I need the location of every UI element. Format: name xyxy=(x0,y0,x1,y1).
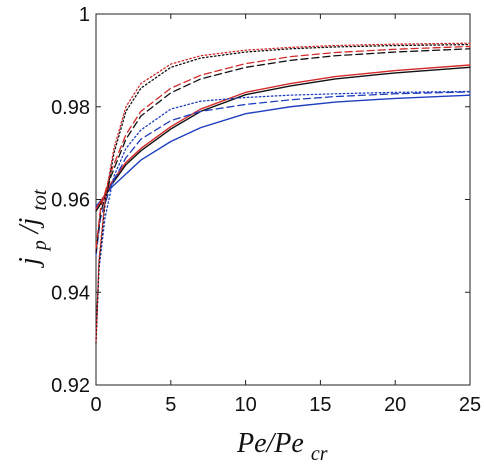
y-tick-label: 0.94 xyxy=(51,282,90,304)
y-axis-label-separator: /j xyxy=(14,217,45,235)
series-line-dotted xyxy=(95,43,471,344)
series-line-solid xyxy=(95,64,471,210)
x-tick-label: 5 xyxy=(165,394,176,416)
series-layer xyxy=(95,42,471,344)
y-tick-label: 0.98 xyxy=(51,97,90,119)
series-line-dotted xyxy=(95,90,471,340)
x-tick-label: 25 xyxy=(459,394,481,416)
series-line-solid xyxy=(95,66,471,212)
series-line-dashed xyxy=(95,48,471,254)
y-tick-label: 0.92 xyxy=(51,375,90,397)
y-tick-label: 0.96 xyxy=(51,190,90,212)
y-axis-label-second-sub: tot xyxy=(29,189,51,211)
series-line-dashed xyxy=(95,91,471,256)
x-tick-label: 0 xyxy=(90,394,101,416)
x-axis-label: Pe/Pe cr xyxy=(236,428,328,465)
series-line-solid xyxy=(95,94,471,208)
y-axis-label-first: j xyxy=(14,257,45,268)
x-axis-label-sub: cr xyxy=(311,443,328,465)
y-axis-label: j p /j tot xyxy=(14,189,53,268)
x-tick-label: 15 xyxy=(309,394,331,416)
ticks-layer: 0 5 10 15 20 25 0.92 0.94 0.96 0.98 1 xyxy=(51,4,481,416)
y-axis-label-first-sub: p xyxy=(29,240,51,252)
x-axis-label-main: Pe/Pe xyxy=(236,428,304,459)
x-tick-label: 20 xyxy=(384,394,406,416)
x-tick-label: 10 xyxy=(234,394,256,416)
series-line-dotted xyxy=(95,42,471,342)
y-tick-label: 1 xyxy=(79,4,90,26)
